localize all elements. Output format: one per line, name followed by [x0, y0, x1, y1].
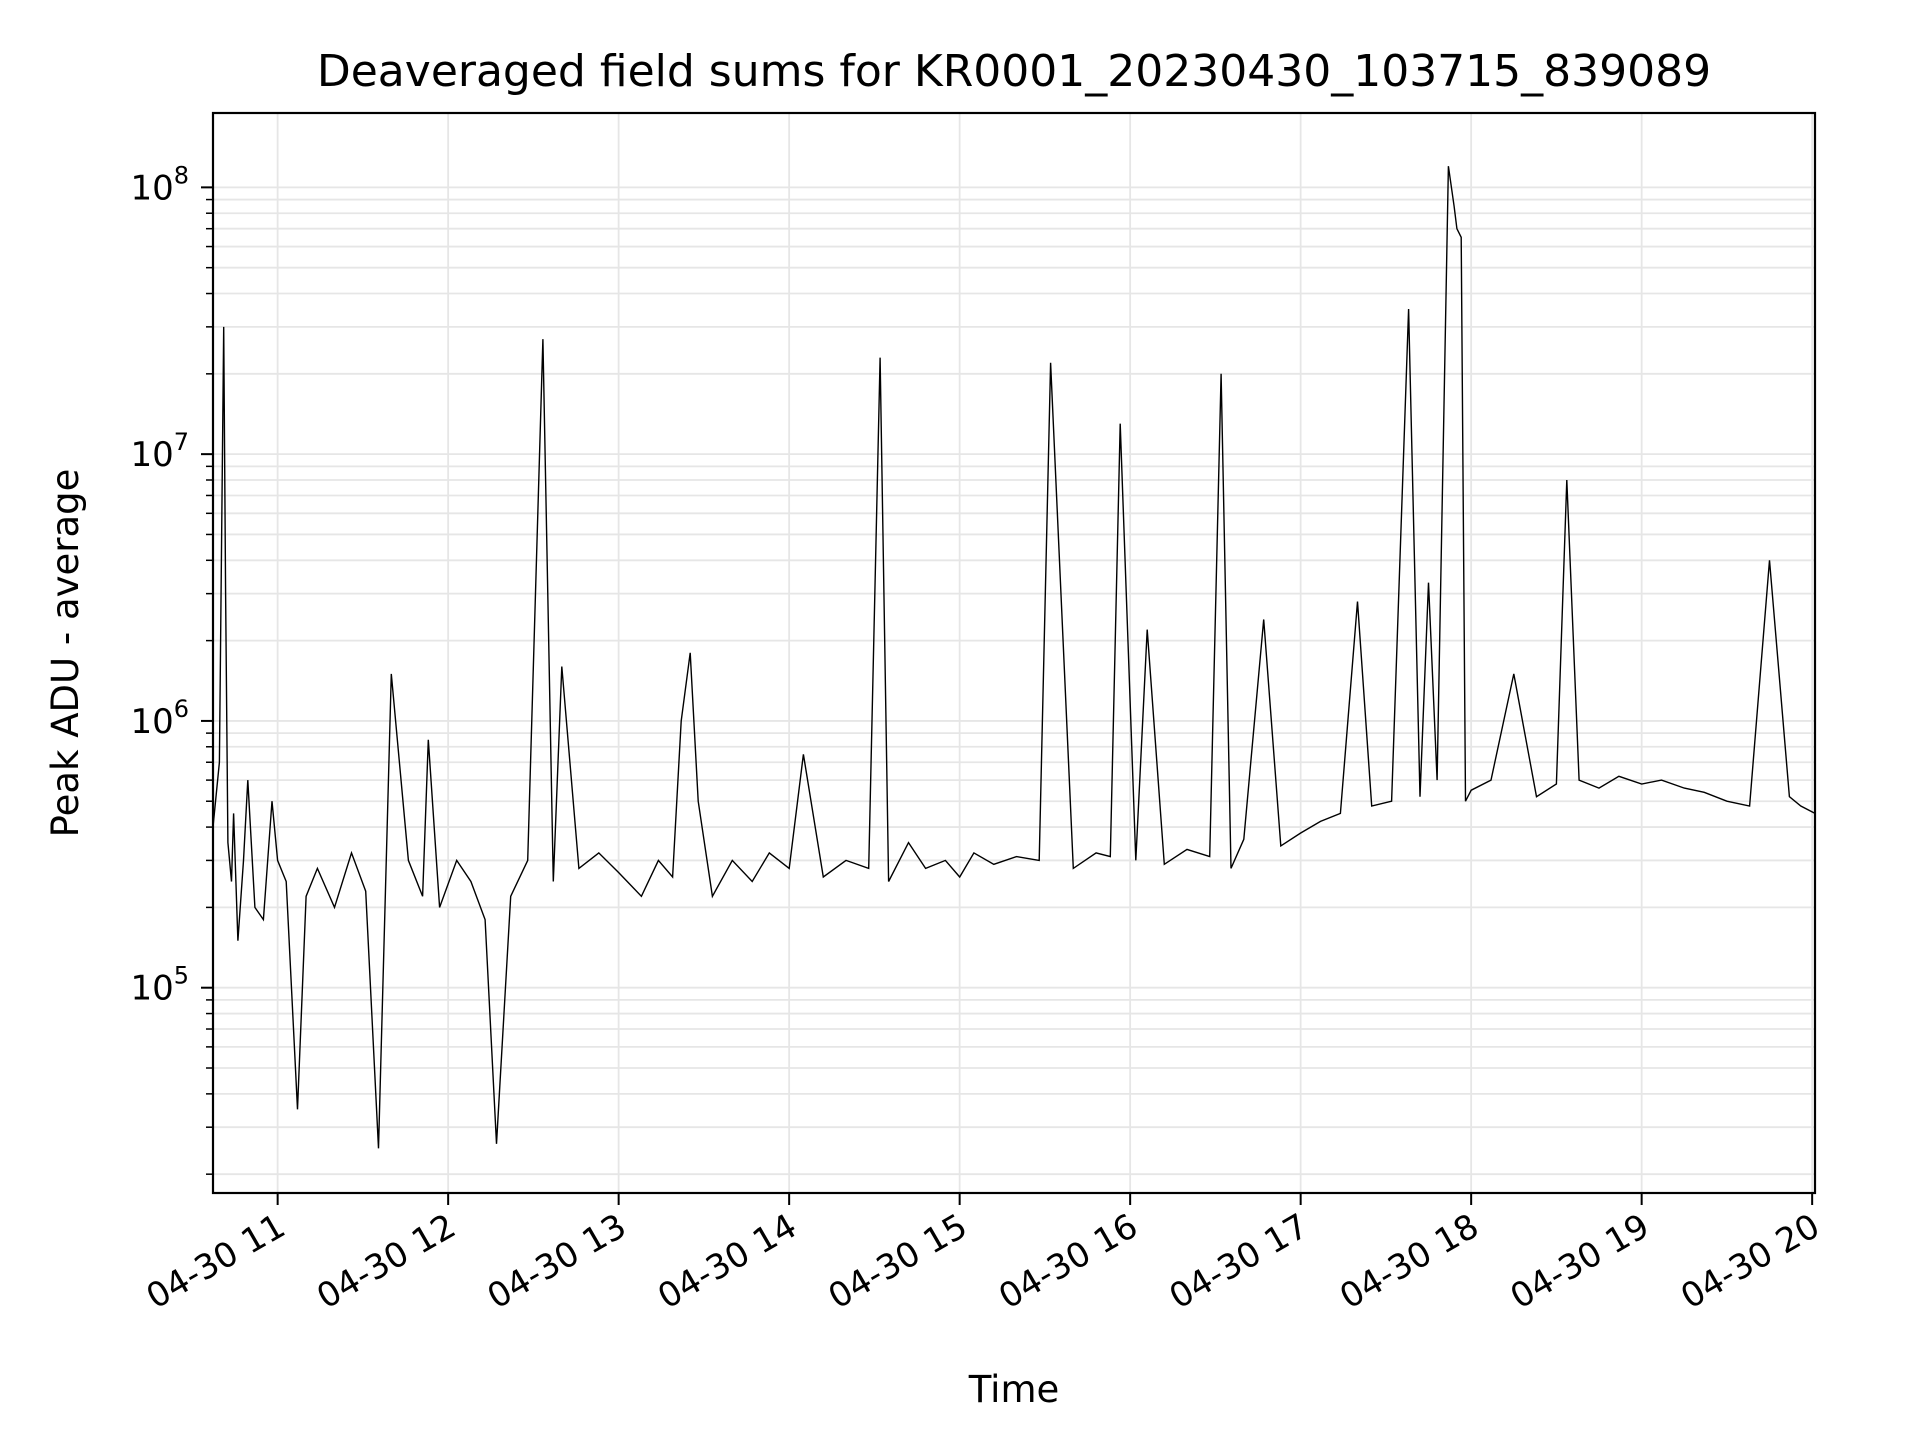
y-axis: 105 106 107 108 — [130, 161, 213, 1175]
y-axis-label: Peak ADU - average — [44, 469, 87, 838]
y-tick-label: 107 — [130, 428, 189, 475]
series-line-0 — [212, 166, 1816, 1149]
x-axis-label: Time — [968, 1368, 1060, 1411]
y-tick-label: 105 — [130, 962, 189, 1009]
series-layer — [212, 166, 1816, 1149]
chart-title: Deaveraged field sums for KR0001_2023043… — [317, 46, 1711, 97]
y-tick-label: 106 — [130, 695, 189, 742]
grid-lines — [213, 113, 1815, 1193]
y-tick-label: 108 — [130, 161, 189, 208]
plot-frame — [211, 111, 1817, 1195]
